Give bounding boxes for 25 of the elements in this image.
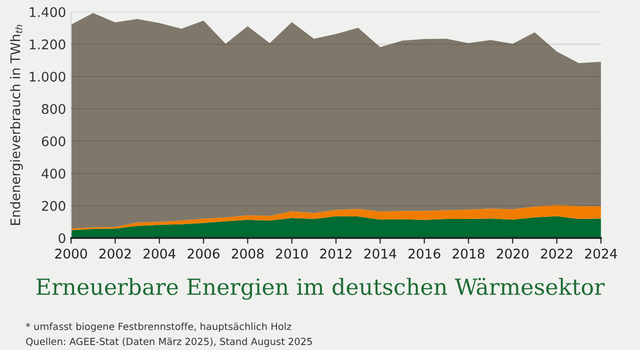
y-tick-label: 1.000 [30,72,66,82]
x-tick-label: 2024 [585,248,618,259]
x-tick-label: 2008 [232,248,264,259]
y-tick-label: 1.400 [30,7,66,18]
x-tick-label: 2004 [144,248,176,259]
x-tick-label: 2016 [408,248,440,259]
y-tick-label: 400 [42,168,66,179]
text: Erneuerbare Energien im deutschen Wärmesektor [36,278,605,300]
y-axis-title: Endenergieverbrauch in TWh$_{th}$ [10,24,23,225]
source-note: Quellen: AGEE-Stat (Daten März 2025), Stand August 2025 [26,338,312,348]
y-tick-label: 600 [42,136,66,146]
x-tick-label: 2010 [276,248,308,259]
x-tick-label: 2002 [99,248,131,259]
y-tick-label: 200 [42,200,66,211]
x-tick-label: 2000 [55,248,87,259]
x-tick-label: 2018 [452,248,484,259]
x-tick-label: 2020 [496,248,529,259]
x-tick-label: 2006 [188,248,220,259]
y-tick-label: 1.200 [30,39,66,50]
y-tick-label: 0 [58,233,66,244]
x-tick-label: 2014 [364,248,396,259]
text: * umfasst biogene Festbrennstoffe, hauptsächlich Holz [26,322,292,332]
x-tick-label: 2012 [320,248,352,259]
x-tick-label: 2022 [540,248,572,259]
y-tick-label: 800 [42,104,66,114]
